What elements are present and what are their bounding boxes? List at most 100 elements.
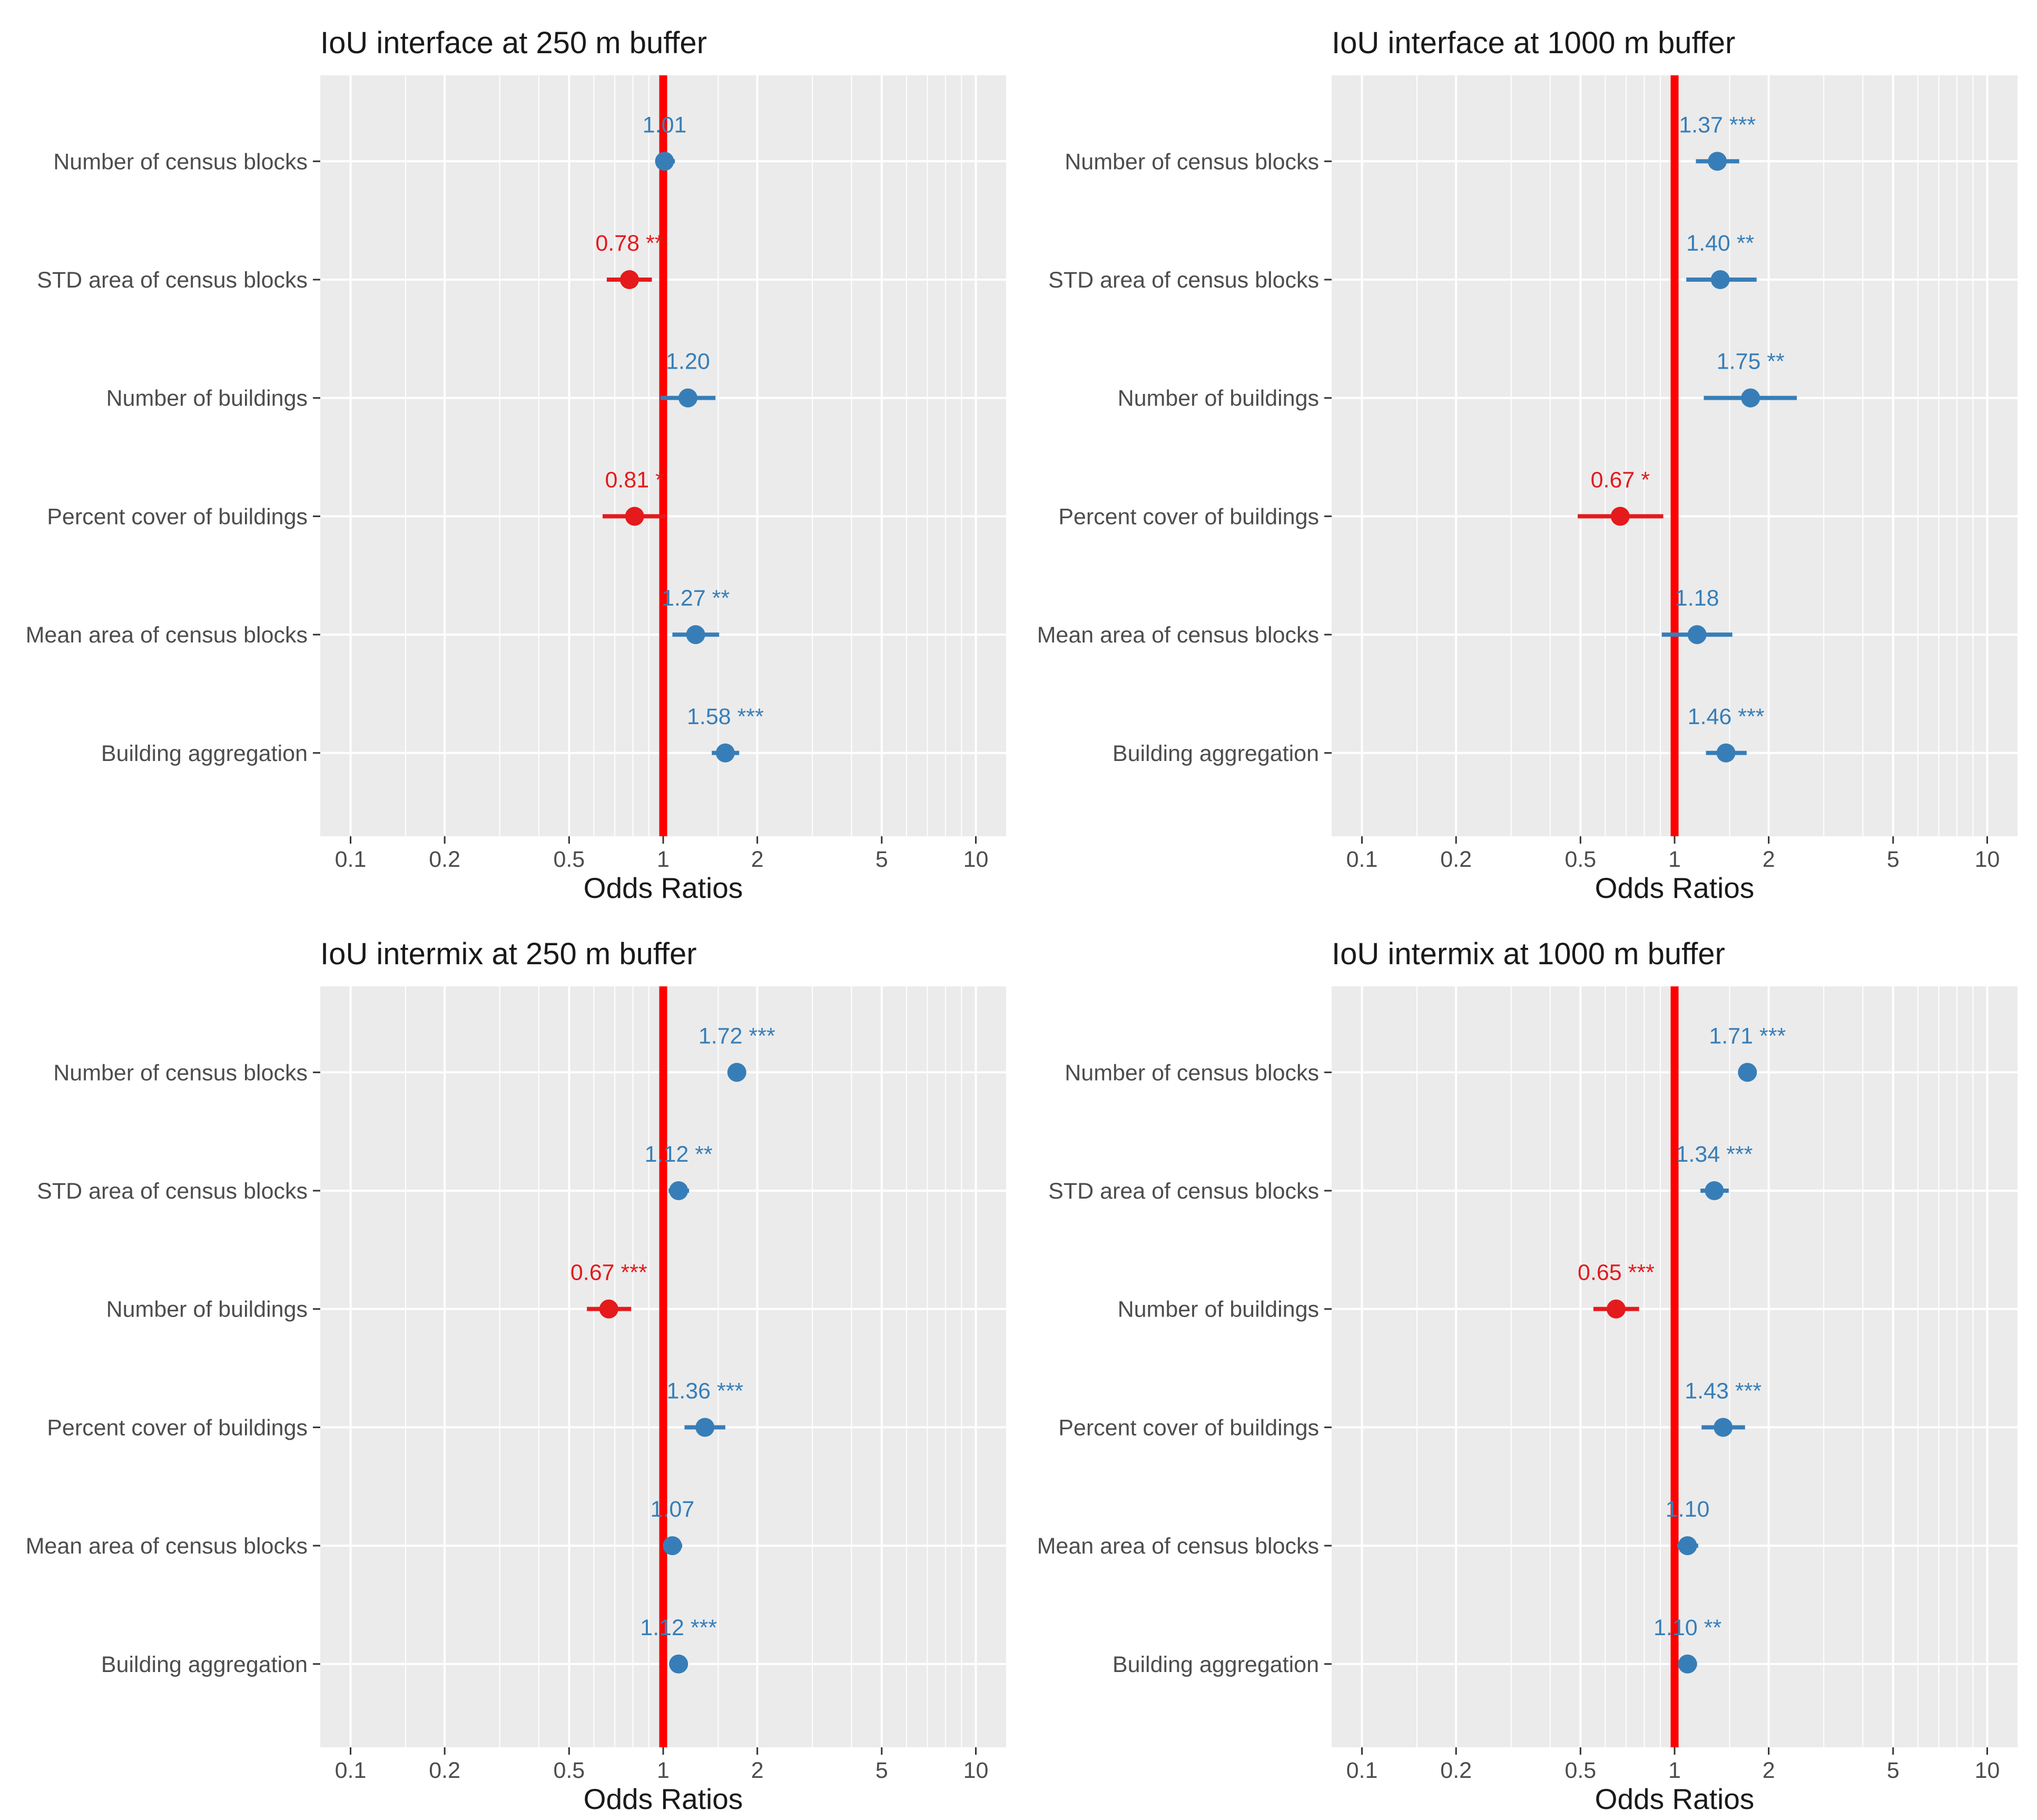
y-tick-label: STD area of census blocks (37, 268, 308, 293)
y-tick-label: Building aggregation (1113, 1652, 1319, 1677)
estimate-point (727, 1063, 746, 1082)
estimate-point (619, 270, 639, 289)
x-tick-label: 2 (1763, 1758, 1775, 1783)
panel-title: IoU interface at 1000 m buffer (1332, 26, 1735, 60)
y-tick-label: Number of buildings (106, 1297, 308, 1322)
estimate-label: 1.20 (666, 349, 710, 374)
estimate-point (1716, 743, 1736, 763)
x-tick-label: 2 (751, 1758, 764, 1783)
x-tick-label: 5 (1887, 1758, 1900, 1783)
estimate-point (1741, 388, 1760, 408)
estimate-point (663, 1536, 682, 1556)
estimate-label: 0.78 ** (595, 231, 663, 256)
y-tick-label: Number of census blocks (53, 1060, 308, 1085)
x-tick-label: 0.1 (1346, 847, 1378, 872)
estimate-label: 0.81 * (605, 467, 664, 492)
x-tick-label: 5 (875, 1758, 888, 1783)
estimate-label: 1.72 *** (698, 1023, 775, 1049)
estimate-point (1687, 625, 1707, 645)
panel-title: IoU intermix at 250 m buffer (320, 937, 697, 971)
estimate-point (1708, 152, 1727, 171)
y-tick-label: Number of buildings (1118, 1297, 1319, 1322)
estimate-label: 1.18 (1675, 586, 1719, 611)
y-tick-label: Percent cover of buildings (1058, 504, 1319, 529)
estimate-point (669, 1654, 688, 1674)
y-tick-label: STD area of census blocks (1048, 1179, 1319, 1204)
x-tick-label: 1 (1668, 847, 1681, 872)
x-tick-label: 1 (657, 1758, 670, 1783)
y-tick-label: Building aggregation (1113, 741, 1319, 766)
y-tick-label: Number of census blocks (53, 149, 308, 174)
y-tick-label: Building aggregation (101, 1652, 308, 1677)
x-tick-label: 0.5 (1564, 1758, 1596, 1783)
x-tick-label: 0.5 (553, 1758, 585, 1783)
y-tick-label: STD area of census blocks (37, 1179, 308, 1204)
estimate-label: 1.75 ** (1717, 349, 1785, 374)
estimate-point (669, 1181, 688, 1200)
x-tick-label: 0.2 (429, 1758, 460, 1783)
estimate-point (1738, 1063, 1757, 1082)
y-tick-label: Number of census blocks (1065, 149, 1319, 174)
estimate-label: 1.10 (1666, 1497, 1710, 1522)
x-axis-title: Odds Ratios (584, 872, 743, 904)
y-tick-label: Number of census blocks (1065, 1060, 1319, 1085)
x-tick-label: 1 (1668, 1758, 1681, 1783)
panel-title: IoU interface at 250 m buffer (320, 26, 707, 60)
estimate-label: 1.40 ** (1686, 231, 1754, 256)
estimate-point (599, 1299, 618, 1319)
y-tick-label: Percent cover of buildings (47, 504, 308, 529)
x-tick-label: 10 (963, 1758, 989, 1783)
estimate-label: 1.01 (643, 112, 687, 137)
estimate-point (715, 743, 735, 763)
y-tick-label: Percent cover of buildings (1058, 1415, 1319, 1440)
x-tick-label: 0.1 (335, 847, 367, 872)
x-tick-label: 0.2 (429, 847, 460, 872)
estimate-point (686, 625, 705, 645)
estimate-point (655, 152, 674, 171)
estimate-label: 1.43 *** (1685, 1378, 1762, 1403)
estimate-label: 0.67 *** (570, 1260, 647, 1285)
x-axis-title: Odds Ratios (1595, 1783, 1755, 1815)
estimate-label: 1.10 ** (1654, 1615, 1721, 1640)
estimate-point (695, 1418, 715, 1437)
y-tick-label: Mean area of census blocks (1037, 622, 1319, 648)
x-tick-label: 0.1 (1346, 1758, 1378, 1783)
x-tick-label: 0.1 (335, 1758, 367, 1783)
y-tick-label: Number of buildings (1118, 386, 1319, 411)
estimate-label: 1.36 *** (666, 1378, 743, 1403)
x-tick-label: 10 (1975, 847, 2000, 872)
x-axis-title: Odds Ratios (584, 1783, 743, 1815)
estimate-point (1710, 270, 1730, 289)
x-tick-label: 10 (963, 847, 989, 872)
estimate-point (1610, 507, 1630, 526)
estimate-label: 1.12 *** (640, 1615, 717, 1640)
x-tick-label: 2 (1763, 847, 1775, 872)
x-tick-label: 5 (875, 847, 888, 872)
estimate-label: 1.12 ** (645, 1142, 713, 1167)
x-tick-label: 0.5 (553, 847, 585, 872)
y-tick-label: Number of buildings (106, 386, 308, 411)
y-tick-label: Mean area of census blocks (26, 1534, 308, 1559)
x-tick-label: 0.2 (1440, 1758, 1472, 1783)
estimate-label: 1.07 (651, 1497, 695, 1522)
estimate-point (678, 388, 697, 408)
forest-panel-4: IoU intermix at 1000 m buffer Number of c… (1037, 937, 2018, 1815)
x-tick-label: 2 (751, 847, 764, 872)
x-tick-label: 0.5 (1564, 847, 1596, 872)
estimate-label: 1.37 *** (1679, 112, 1756, 137)
estimate-label: 0.65 *** (1578, 1260, 1655, 1285)
estimate-label: 1.46 *** (1688, 704, 1765, 729)
y-tick-label: STD area of census blocks (1048, 268, 1319, 293)
estimate-label: 1.34 *** (1676, 1142, 1753, 1167)
x-axis-title: Odds Ratios (1595, 872, 1755, 904)
x-tick-label: 1 (657, 847, 670, 872)
x-tick-label: 5 (1887, 847, 1900, 872)
panel-title: IoU intermix at 1000 m buffer (1332, 937, 1725, 971)
estimate-label: 1.27 ** (662, 586, 730, 611)
x-tick-label: 0.2 (1440, 847, 1472, 872)
estimate-point (1705, 1181, 1724, 1200)
forest-panel-3: IoU intermix at 250 m buffer Number of ce… (26, 937, 1006, 1815)
estimate-label: 1.71 *** (1709, 1023, 1786, 1049)
estimate-point (1678, 1654, 1697, 1674)
